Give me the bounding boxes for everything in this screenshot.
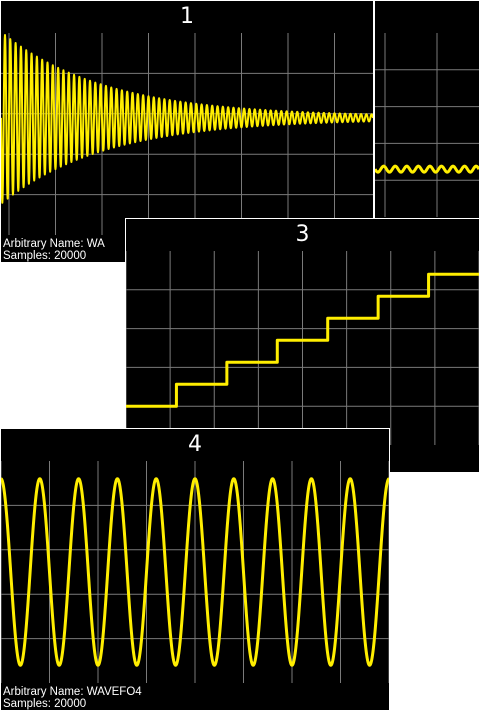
- waveform-plot-svg: [126, 251, 479, 445]
- panel-footer: Arbitrary Name: WAVEFO4 Samples: 20000: [3, 686, 387, 710]
- waveform-panel-1[interactable]: 1 Arbitrary Name: WA Samples: 20000: [0, 0, 374, 263]
- waveform-plot-svg: [1, 461, 389, 683]
- waveform-trace: [1, 34, 373, 204]
- waveform-trace: [126, 272, 479, 408]
- waveform-plot: [1, 461, 389, 683]
- samples-label: Samples: 20000: [3, 698, 87, 710]
- waveform-plot: [126, 251, 479, 445]
- waveform-plot: [375, 33, 479, 217]
- waveform-panel-4[interactable]: 4 Arbitrary Name: WAVEFO4 Samples: 20000: [0, 428, 390, 711]
- panel-header: 1: [1, 1, 373, 33]
- panel-number: 1: [180, 4, 194, 29]
- plot-grid: [1, 461, 389, 683]
- arbitrary-name-label: Arbitrary Name: WA: [3, 238, 105, 250]
- waveform-trace: [375, 164, 479, 174]
- panel-number: 4: [188, 432, 202, 457]
- waveform-plot: [1, 33, 373, 235]
- waveform-panel-2[interactable]: [374, 0, 480, 230]
- plot-grid: [375, 33, 479, 217]
- panel-header: 4: [1, 429, 389, 461]
- panel-footer: Arbitrary Name: WA Samples: 20000: [3, 238, 371, 262]
- waveform-plot-svg: [1, 33, 373, 235]
- waveform-plot-svg: [375, 33, 479, 217]
- panel-number: 3: [295, 222, 310, 247]
- panel-header: 3: [126, 219, 479, 251]
- samples-label: Samples: 20000: [3, 250, 87, 262]
- arbitrary-name-label: Arbitrary Name: WAVEFO4: [3, 686, 142, 698]
- panel-header: [375, 1, 479, 33]
- waveform-trace: [1, 477, 389, 667]
- plot-grid: [126, 251, 479, 445]
